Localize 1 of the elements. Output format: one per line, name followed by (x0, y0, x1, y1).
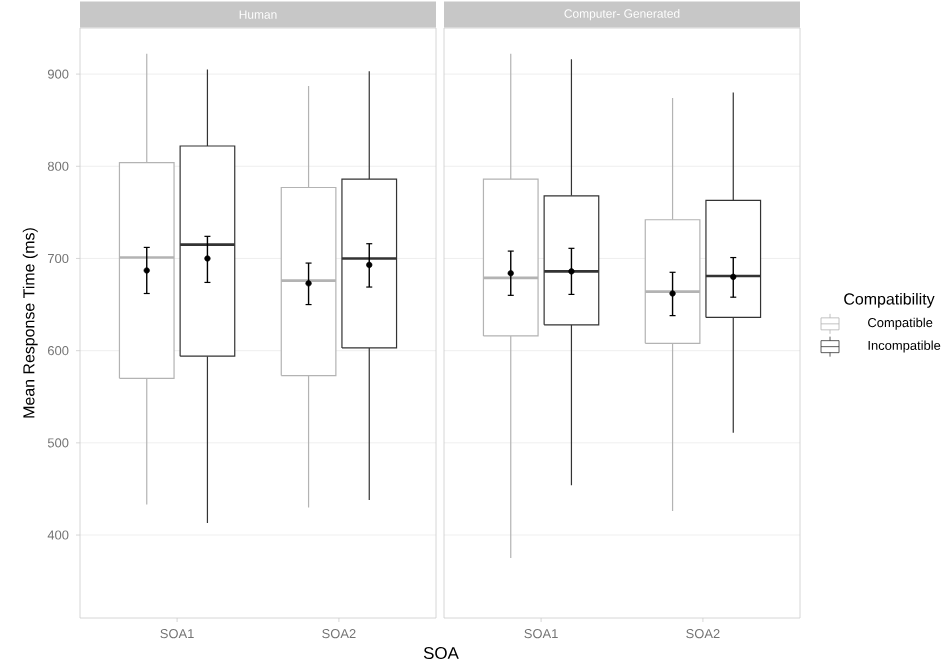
x-axis-title: SOA (423, 647, 459, 660)
